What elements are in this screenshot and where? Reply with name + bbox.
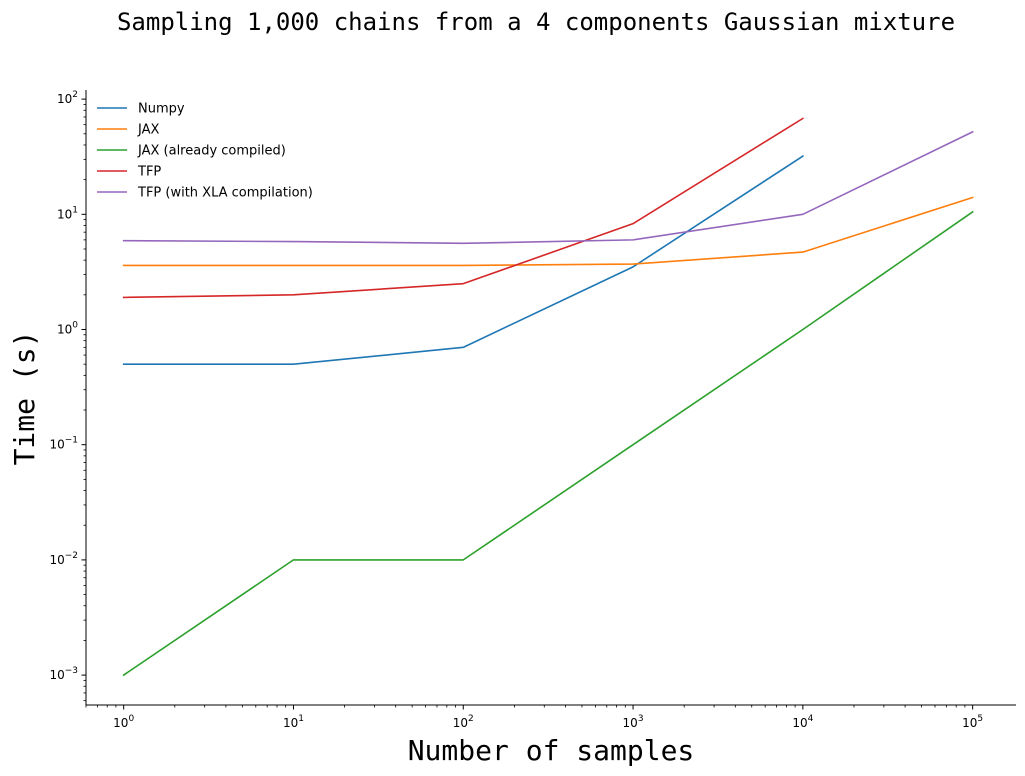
y-tick-label: 10−3 xyxy=(49,666,78,682)
x-tick-label: 103 xyxy=(623,714,644,730)
x-tick-label: 105 xyxy=(962,714,983,730)
series-line-numpy xyxy=(122,155,804,365)
axes xyxy=(85,90,1016,706)
y-tick-label: 10−2 xyxy=(49,551,78,567)
legend-label: JAX (already compiled) xyxy=(137,144,286,159)
ticks: 100 101 102 103 104 105 10−3 10−2 10−1 100 101 102 xyxy=(49,90,983,730)
y-tick-label: 101 xyxy=(57,205,78,221)
x-tick-label: 100 xyxy=(113,714,134,730)
series-lines xyxy=(122,117,974,677)
y-tick-label: 102 xyxy=(57,90,78,106)
legend-label: TFP xyxy=(137,165,161,180)
legend: Numpy JAX JAX (already compiled) TFP TFP (wi… xyxy=(97,102,313,201)
y-tick-label: 10−1 xyxy=(49,436,78,452)
y-tick-label: 100 xyxy=(57,321,78,337)
legend-label: Numpy xyxy=(138,102,185,117)
x-axis-label: Number of samples xyxy=(408,734,695,767)
legend-label: TFP (with XLA compilation) xyxy=(137,186,313,201)
x-tick-label: 102 xyxy=(453,714,474,730)
series-line-tfp-with-xla-compilation xyxy=(122,130,974,245)
series-line-jax-already-compiled xyxy=(122,210,974,677)
series-line-jax xyxy=(122,196,974,267)
y-axis-label: Time (s) xyxy=(8,331,41,466)
legend-label: JAX xyxy=(137,123,159,138)
x-tick-label: 104 xyxy=(792,714,813,730)
x-tick-label: 101 xyxy=(283,714,304,730)
series-line-tfp xyxy=(122,117,804,299)
chart-title: Sampling 1,000 chains from a 4 component… xyxy=(117,8,955,36)
